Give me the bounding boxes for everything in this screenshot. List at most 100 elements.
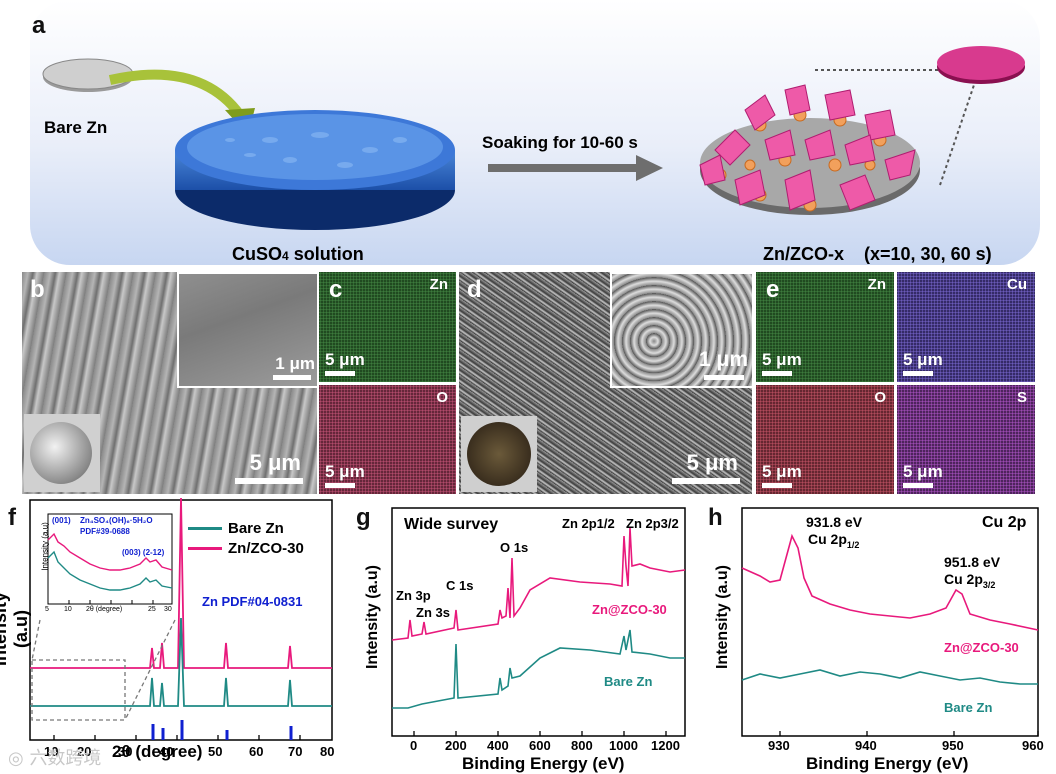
bare-zn-cu2p-line [741,669,1038,685]
bare-zn-photo [24,414,100,492]
zn-zco-30-xrd-line [30,498,332,669]
peak-zn-2p12: Zn 2p1/2 [562,516,615,531]
panel-d-letter: d [467,276,482,303]
peak2-name: Cu 2p [944,571,983,587]
xrd-inset: Intensity (a.u) (001) Zn₄SO₄(OH)₆·5H₂O P… [40,512,176,620]
panel-c-letter: c [329,276,343,303]
bare-zn-survey-line [392,629,685,709]
xrd-xtick-10: 10 [44,744,59,759]
peak-c-1s: C 1s [446,578,474,593]
scale-label: 5 μm [903,350,943,369]
scale-label: 5 μm [325,350,365,369]
legend-swatch-teal [188,527,222,530]
main-scale-bar [672,478,740,484]
scale-label: 5 μm [762,462,802,481]
zn-pdf-sticks [151,720,293,740]
zoom-lines [815,69,976,186]
main-scale-bar [235,478,303,484]
element-label: Cu [1007,276,1027,293]
panel-a: a Bare Zn CuSO4 solution Soaking for 10-… [0,0,1056,270]
inset-xtick-5: 5 [45,606,49,613]
inset-xtick-25: 25 [148,606,156,613]
scale-label: 5 μm [325,462,365,481]
solution-sub: 4 [282,249,289,263]
scale-bar [325,483,355,488]
pink-disk [937,46,1025,84]
xps-survey-plot [391,507,686,737]
survey-xtick-0: 0 [410,738,418,753]
cu2p-title: Cu 2p [982,514,1027,531]
panel-g-letter: g [356,504,371,531]
zn-zco-30-cu2p-line [741,533,1039,631]
scale-bar [325,371,355,376]
series-label-zn-zco: Zn@ZCO-30 [944,640,1019,655]
legend-zn-zco-30: Zn/ZCO-30 [188,540,304,557]
inset-ylabel: Intensity (a.u) [40,522,50,571]
zco-coated-disk [699,84,920,215]
xrd-ref-label: Zn PDF#04-0831 [202,594,303,609]
survey-xtick-600: 600 [529,738,551,753]
panel-f-letter: f [8,504,16,531]
zco-photo [461,416,537,492]
xrd-plot [29,498,333,741]
peak-zn-3p: Zn 3p [396,588,431,603]
legend-label: Zn/ZCO-30 [228,540,304,557]
element-label: Zn [429,276,448,293]
xrd-xtick-80: 80 [320,744,335,759]
panel-h: h Cu 2p Intensity (a.u) 931.8 eV Cu 2p1/… [700,498,1056,774]
xrd-xtick-40: 40 [159,744,174,759]
peak-zn-3s: Zn 3s [416,605,450,620]
panel-b: b 1 μm 5 μm [22,272,317,494]
cu2p-xtick-930: 930 [768,738,790,753]
watermark-text: 六数跨境 [29,748,102,769]
solution-main: CuSO [232,244,283,264]
right-arrow-icon [488,155,663,181]
petri-dish [175,110,455,230]
panel-d-inset: 1 μm [610,272,752,388]
peak1-sub: 1/2 [846,539,860,550]
cu2p-xtick-960: 960 [1022,738,1044,753]
peak2-sub: 3/2 [982,579,996,590]
element-label: S [1016,389,1027,406]
legend-bare-zn: Bare Zn [188,520,304,537]
solution-label: CuSO4 solution [232,244,364,265]
series-label-zn-zco: Zn@ZCO-30 [592,602,667,617]
product-name: Zn/ZCO-x [763,244,844,264]
survey-ylabel: Intensity (a.u) [364,565,381,670]
scale-bar [762,371,792,376]
inset-xtick-30: 30 [164,606,172,613]
legend-swatch-pink [188,547,222,550]
main-scale-label: 5 μm [686,450,738,475]
panel-e-s-map: S 5 μm [897,385,1035,494]
peak1-ev: 931.8 eV [806,514,863,530]
panel-e-o-map: O 5 μm [756,385,894,494]
xrd-xtick-50: 50 [208,744,223,759]
xrd-xtick-20: 20 [77,744,92,759]
survey-xtick-800: 800 [571,738,593,753]
xrd-ylabel: Intensity (a.u) [0,592,31,667]
panel-e-cu-map: Cu 5 μm [897,272,1035,382]
peak-o-1s: O 1s [500,540,529,555]
survey-xlabel: Binding Energy (eV) [462,754,625,773]
cu2p-xlabel: Binding Energy (eV) [806,754,969,773]
solution-tail: solution [288,244,364,264]
panel-d: d 1 μm 5 μm [459,272,752,494]
cu2p-ylabel: Intensity (a.u) [714,565,731,670]
peak1-label: Cu 2p1/2 [808,531,859,550]
zn-zco-30-survey-line [391,527,686,641]
element-label: O [436,389,448,406]
scale-label: 5 μm [903,462,943,481]
cu2p-plot [741,507,1039,737]
panel-e-letter: e [766,276,780,303]
bare-zn-xrd-line [30,617,332,707]
peak-zn-2p32: Zn 2p3/2 [626,516,679,531]
cu2p-xtick-940: 940 [855,738,877,753]
main-scale-label: 5 μm [249,450,301,475]
panel-e-zn-map: e Zn 5 μm [756,272,894,382]
inset-phase: Zn₄SO₄(OH)₆·5H₂O [80,516,153,525]
panel-c-o-map: O 5 μm [319,385,456,494]
series-label-bare-zn: Bare Zn [604,674,653,689]
survey-xtick-1200: 1200 [651,738,680,753]
inset-pdf: PDF#39-0688 [80,527,130,536]
series-label-bare-zn: Bare Zn [944,700,993,715]
